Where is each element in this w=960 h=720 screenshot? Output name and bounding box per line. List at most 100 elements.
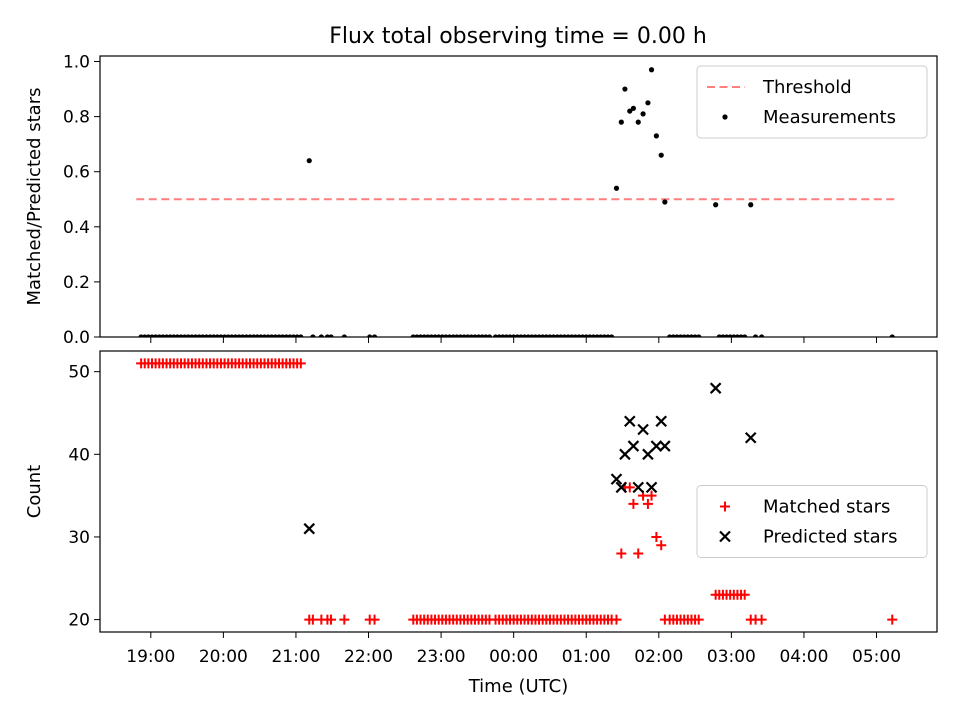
measurements-point bbox=[310, 334, 316, 337]
predicted-stars-point bbox=[610, 473, 623, 485]
top-ylabel: Matched/Predicted stars bbox=[24, 88, 45, 306]
matched-stars-point bbox=[295, 358, 306, 369]
matched-stars-point bbox=[339, 614, 350, 625]
bottom-ytick-label: 20 bbox=[68, 611, 90, 631]
measurements-point bbox=[713, 202, 719, 208]
predicted-stars-point bbox=[627, 440, 640, 452]
measurements-point bbox=[609, 334, 615, 337]
predicted-stars-point bbox=[642, 448, 654, 461]
measurements-point bbox=[635, 119, 641, 125]
top-ytick-label: 0.6 bbox=[63, 163, 90, 183]
bottom-panel: 20 30 40 50 19:00 20:00 21:00 22:00 23:00 00:00 01… bbox=[24, 350, 938, 697]
matched-stars-point bbox=[693, 614, 704, 625]
bottom-ytick-label: 50 bbox=[68, 363, 90, 383]
chart-panels: 0.0 0.2 0.4 0.6 0.8 1.0 Matched/Predicted star… bbox=[24, 53, 938, 697]
measurements-point bbox=[653, 133, 659, 139]
measurements-point bbox=[627, 108, 633, 114]
measurements-point bbox=[645, 100, 651, 106]
measurements-point bbox=[752, 334, 759, 337]
matched-stars-point bbox=[624, 482, 635, 493]
xtick-label: 23:00 bbox=[417, 647, 466, 667]
xtick-label: 22:00 bbox=[344, 647, 393, 667]
measurements-point bbox=[367, 334, 373, 337]
xtick-label: 21:00 bbox=[271, 647, 320, 667]
matched-stars-point bbox=[887, 614, 898, 625]
measurements-point bbox=[648, 67, 655, 73]
xtick-label: 05:00 bbox=[852, 647, 901, 667]
top-plot-area bbox=[136, 67, 896, 337]
predicted-stars-point bbox=[650, 440, 663, 452]
xtick-label: 20:00 bbox=[199, 647, 248, 667]
measurements-point bbox=[622, 86, 628, 92]
top-ytick-label: 0.0 bbox=[63, 328, 90, 348]
matched-stars-point bbox=[646, 490, 657, 501]
xtick-label: 02:00 bbox=[634, 647, 683, 667]
predicted-stars-point bbox=[623, 415, 636, 428]
bottom-axes-frame bbox=[99, 350, 938, 633]
predicted-stars-point bbox=[655, 415, 668, 428]
measurements-point bbox=[306, 158, 312, 164]
measurements-point bbox=[759, 334, 765, 337]
measurements-point bbox=[318, 334, 324, 337]
measurements-point bbox=[371, 334, 378, 337]
legend-box bbox=[696, 65, 928, 139]
figure-title: Flux total observing time = 0.00 h bbox=[329, 24, 707, 49]
predicted-stars-series bbox=[303, 382, 757, 535]
measurements-point bbox=[630, 105, 637, 111]
predicted-stars-point bbox=[709, 382, 722, 394]
matched-stars-point bbox=[307, 614, 318, 625]
matched-stars-point bbox=[633, 548, 644, 559]
measurements-point bbox=[662, 199, 668, 205]
legend-label: Predicted stars bbox=[763, 527, 897, 548]
legend-marker bbox=[722, 114, 728, 120]
matched-stars-point bbox=[628, 498, 639, 509]
xtick-label: 00:00 bbox=[489, 647, 538, 667]
predicted-stars-point bbox=[645, 481, 658, 494]
bottom-ylabel: Count bbox=[24, 465, 45, 518]
top-ytick-label: 0.8 bbox=[63, 108, 90, 128]
top-panel: 0.0 0.2 0.4 0.6 0.8 1.0 Matched/Predicted star… bbox=[24, 53, 938, 348]
matched-stars-point bbox=[369, 614, 380, 625]
measurements-point bbox=[696, 334, 702, 337]
measurements-point bbox=[658, 152, 664, 158]
predicted-stars-point bbox=[637, 423, 649, 436]
top-legend: Threshold Measurements bbox=[696, 65, 928, 139]
legend-marker bbox=[719, 530, 731, 543]
top-ytick-label: 0.2 bbox=[63, 273, 90, 293]
legend-marker bbox=[720, 501, 730, 512]
predicted-stars-point bbox=[615, 481, 628, 494]
matched-stars-point bbox=[326, 614, 337, 625]
measurements-point bbox=[613, 185, 620, 191]
matched-stars-point bbox=[642, 498, 653, 509]
matched-stars-point bbox=[656, 540, 667, 551]
measurements-point bbox=[742, 334, 748, 337]
predicted-stars-point bbox=[632, 481, 645, 494]
matched-stars-point bbox=[739, 589, 750, 600]
xtick-label: 03:00 bbox=[707, 647, 756, 667]
measurements-point bbox=[640, 111, 646, 117]
bottom-ytick-label: 40 bbox=[68, 445, 90, 465]
bottom-plot-area bbox=[136, 358, 898, 625]
legend-label: Matched stars bbox=[763, 497, 890, 518]
top-ytick-label: 0.4 bbox=[63, 218, 90, 238]
predicted-stars-point bbox=[744, 432, 757, 444]
matched-stars-series bbox=[136, 358, 898, 625]
measurements-point bbox=[341, 334, 347, 337]
measurements-point bbox=[748, 202, 754, 208]
bottom-legend: Matched stars Predicted stars bbox=[696, 485, 928, 558]
predicted-stars-point bbox=[303, 522, 316, 535]
top-axes-frame bbox=[99, 55, 938, 338]
legend-box bbox=[696, 485, 928, 558]
xtick-label: 19:00 bbox=[126, 647, 175, 667]
measurements-point bbox=[298, 334, 304, 337]
matched-stars-point bbox=[756, 614, 767, 625]
xlabel: Time (UTC) bbox=[468, 676, 569, 697]
predicted-stars-point bbox=[619, 448, 631, 461]
measurements-series bbox=[138, 67, 895, 337]
matched-stars-point bbox=[611, 614, 622, 625]
legend-label: Measurements bbox=[763, 107, 896, 128]
measurements-point bbox=[486, 334, 493, 337]
matched-stars-point bbox=[651, 531, 662, 542]
measurements-point bbox=[328, 334, 334, 337]
